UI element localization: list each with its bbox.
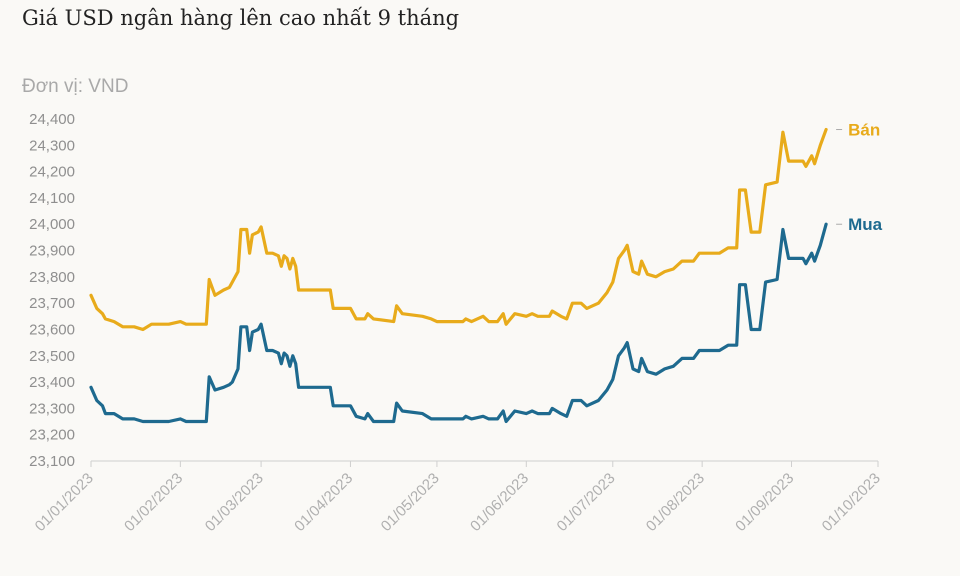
x-tick-label: 01/06/2023 bbox=[467, 470, 532, 535]
chart-title: Giá USD ngân hàng lên cao nhất 9 tháng bbox=[22, 6, 460, 30]
x-tick-label: 01/05/2023 bbox=[378, 470, 443, 535]
series-label-mua: Mua bbox=[848, 215, 883, 234]
y-tick-label: 23,400 bbox=[29, 374, 75, 391]
y-tick-label: 24,300 bbox=[29, 137, 75, 154]
y-tick-label: 23,700 bbox=[29, 295, 75, 312]
x-tick-label: 01/08/2023 bbox=[643, 470, 708, 535]
unit-label: Đơn vị: VND bbox=[22, 76, 129, 97]
y-tick-label: 23,100 bbox=[29, 453, 75, 470]
series-layer bbox=[89, 127, 828, 424]
y-tick-label: 24,200 bbox=[29, 164, 75, 181]
y-tick-label: 23,300 bbox=[29, 400, 75, 417]
x-tick-label: 01/04/2023 bbox=[291, 470, 356, 535]
y-tick-label: 24,100 bbox=[29, 190, 75, 207]
y-tick-label: 24,000 bbox=[29, 216, 75, 233]
series-labels: Bán Mua bbox=[836, 121, 883, 234]
x-tick-label: 01/07/2023 bbox=[554, 470, 619, 535]
x-tick-label: 01/03/2023 bbox=[202, 470, 267, 535]
y-tick-label: 24,400 bbox=[29, 111, 75, 128]
series-line-mua bbox=[89, 222, 828, 424]
y-tick-label: 23,500 bbox=[29, 348, 75, 365]
x-tick-label: 01/02/2023 bbox=[121, 470, 186, 535]
x-tick-label: 01/10/2023 bbox=[819, 470, 884, 535]
x-tick-label: 01/01/2023 bbox=[32, 470, 97, 535]
y-tick-label: 23,800 bbox=[29, 269, 75, 286]
x-axis: 01/01/2023 01/02/2023 01/03/2023 01/04/2023… bbox=[32, 460, 884, 535]
x-tick-label: 01/09/2023 bbox=[732, 470, 797, 535]
y-tick-label: 23,900 bbox=[29, 243, 75, 260]
series-line-bán bbox=[89, 127, 828, 332]
y-tick-label: 23,200 bbox=[29, 427, 75, 444]
series-label-bán: Bán bbox=[848, 121, 880, 140]
y-axis: 23,100 23,200 23,300 23,400 23,500 23,600 23,7… bbox=[29, 111, 75, 470]
y-tick-label: 23,600 bbox=[29, 321, 75, 338]
